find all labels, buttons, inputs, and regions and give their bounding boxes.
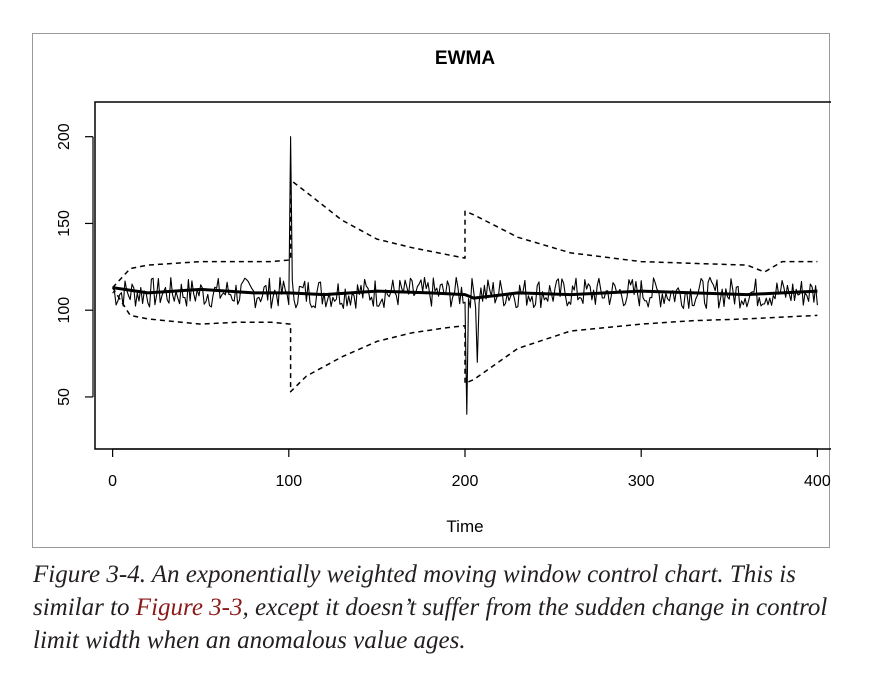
- ewma-chart: EWMA 0 100 200 300 400 50 100 150 200 Time: [56, 48, 831, 536]
- series-layer: [111, 136, 818, 415]
- y-tick-label: 200: [56, 123, 73, 150]
- x-axis-label: Time: [446, 517, 483, 536]
- y-tick-label: 100: [56, 297, 73, 324]
- figure-caption: Figure 3-4. An exponentially weighted mo…: [33, 558, 853, 657]
- chart-title: EWMA: [435, 48, 495, 69]
- control-limit-line: [111, 287, 818, 393]
- caption-text-end: , except it doesn’t suffer from the sudd…: [33, 594, 828, 654]
- y-tick-label: 50: [56, 388, 73, 406]
- ewma-series-line: [112, 286, 818, 300]
- y-tick-label: 150: [56, 210, 73, 237]
- caption-text-start: Figure 3-4. An exponentially weighted mo…: [33, 561, 796, 621]
- raw-series-line: [112, 136, 818, 415]
- plot-frame: [94, 101, 831, 450]
- x-tick-label: 200: [452, 473, 479, 490]
- chart-figure: EWMA 0 100 200 300 400 50 100 150 200 Time: [32, 33, 831, 548]
- x-tick-label: 300: [628, 473, 655, 490]
- axis-layer: 0 100 200 300 400 50 100 150 200: [56, 123, 831, 490]
- x-tick-label: 100: [275, 473, 302, 490]
- control-limit-line: [112, 179, 818, 289]
- caption-figure-link[interactable]: Figure 3-3: [135, 594, 243, 621]
- x-tick-label: 400: [804, 473, 831, 490]
- x-tick-label: 0: [108, 473, 117, 490]
